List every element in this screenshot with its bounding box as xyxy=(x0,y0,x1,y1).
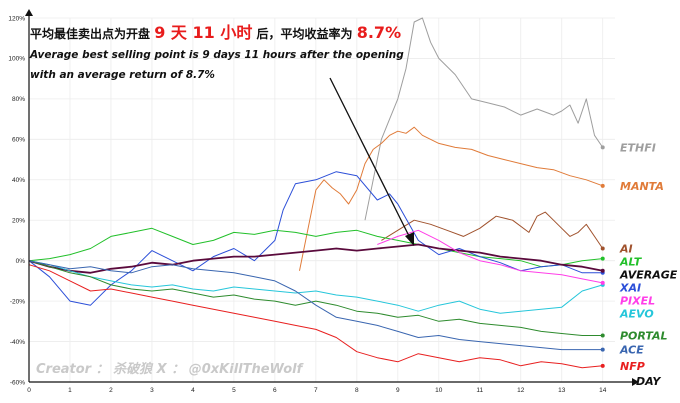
series-endpoint-pixel xyxy=(600,280,605,285)
x-tick-label: 12 xyxy=(517,387,525,394)
series-line-portal xyxy=(28,260,603,336)
series-endpoint-alt xyxy=(600,256,605,261)
series-endpoint-ace xyxy=(600,347,605,352)
series-endpoint-ethfi xyxy=(600,145,605,150)
annotation-arrow-line xyxy=(329,77,411,239)
annotation-box: 平均最佳卖出点为开盘 9 天 11 小时 后，平均收益率为 8.7% Avera… xyxy=(30,22,420,85)
series-label-nfp: NFP xyxy=(620,360,645,373)
series-line-pixel xyxy=(377,229,603,284)
series-line-ai xyxy=(381,211,604,249)
series-label-manta: MANTA xyxy=(620,180,664,193)
annotation-cn-mid: 后，平均收益率为 xyxy=(256,27,353,41)
x-axis-arrow xyxy=(632,378,639,386)
y-tick-label: 40% xyxy=(12,177,25,184)
series-line-alt xyxy=(28,227,603,268)
series-line-ethfi xyxy=(364,17,604,221)
y-tick-label: 120% xyxy=(8,15,25,22)
x-tick-label: 6 xyxy=(273,387,277,394)
x-tick-label: 13 xyxy=(558,387,566,394)
annotation-arrow-head xyxy=(405,232,414,246)
x-tick-label: 11 xyxy=(476,387,483,394)
y-tick-label: 100% xyxy=(8,56,25,63)
series-line-ace xyxy=(28,260,603,351)
creator-credit: Creator ： 杀破狼 X ： @0xKillTheWolf xyxy=(36,362,303,377)
y-tick-label: -20% xyxy=(10,298,25,305)
axes xyxy=(25,9,639,386)
series-line-nfp xyxy=(28,264,603,369)
y-tick-label: 20% xyxy=(12,218,25,225)
series-label-aevo: AEVO xyxy=(619,308,654,321)
y-tick-label: 0% xyxy=(16,258,26,265)
y-tick-label: 80% xyxy=(12,96,25,103)
series-endpoint-average xyxy=(600,268,605,273)
x-tick-label: 8 xyxy=(355,387,359,394)
grid-lines xyxy=(28,17,615,383)
series-label-alt: ALT xyxy=(619,256,643,269)
series-label-ethfi: ETHFI xyxy=(620,141,656,154)
series-label-xai: XAI xyxy=(619,282,641,295)
annotation-cn: 平均最佳卖出点为开盘 9 天 11 小时 后，平均收益率为 8.7% xyxy=(30,22,420,45)
x-tick-label: 14 xyxy=(599,387,607,394)
series-label-ai: AI xyxy=(619,243,633,256)
x-axis-ticks: 0 1 2 3 4 5 6 7 8 9 10 11 12 13 14 xyxy=(27,387,607,394)
series-label-average: AVERAGE xyxy=(619,269,678,282)
x-tick-label: 5 xyxy=(232,387,236,394)
x-tick-label: 7 xyxy=(314,387,318,394)
x-tick-label: 1 xyxy=(68,387,72,394)
x-tick-label: 3 xyxy=(150,387,154,394)
x-axis-title: DAY xyxy=(636,375,661,388)
series-endpoint-portal xyxy=(600,333,605,338)
annotation-en-line2: with an average return of 8.7% xyxy=(30,69,215,81)
series-label-pixel: PIXEL xyxy=(620,295,655,308)
x-tick-label: 2 xyxy=(109,387,113,394)
series-label-ace: ACE xyxy=(619,344,644,357)
y-axis-arrow xyxy=(25,9,33,16)
annotation-cn-prefix: 平均最佳卖出点为开盘 xyxy=(30,27,151,41)
series-line-manta xyxy=(299,126,603,271)
y-tick-label: -40% xyxy=(10,339,25,346)
x-tick-label: 4 xyxy=(191,387,195,394)
series-line-aevo xyxy=(28,260,603,314)
series-endpoint-manta xyxy=(600,183,605,188)
x-tick-label: 9 xyxy=(396,387,400,394)
y-axis-ticks: -60% -40% -20% 0% 20% 40% 60% 80% 100% 120% xyxy=(8,15,25,386)
annotation-cn-return: 8.7% xyxy=(356,23,402,42)
series-label-portal: PORTAL xyxy=(620,329,668,342)
y-tick-label: -60% xyxy=(10,379,25,386)
series-endpoint-nfp xyxy=(600,363,605,368)
series-endpoint-ai xyxy=(600,246,605,251)
y-tick-label: 60% xyxy=(12,137,25,144)
series-line-average xyxy=(28,243,603,274)
series-lines xyxy=(28,17,605,369)
x-tick-label: 0 xyxy=(27,387,31,394)
annotation-cn-days: 9 天 11 小时 xyxy=(154,23,253,42)
annotation-en-line1: Average best selling point is 9 days 11 … xyxy=(30,49,404,61)
x-tick-label: 10 xyxy=(435,387,443,394)
series-line-xai xyxy=(28,171,603,306)
